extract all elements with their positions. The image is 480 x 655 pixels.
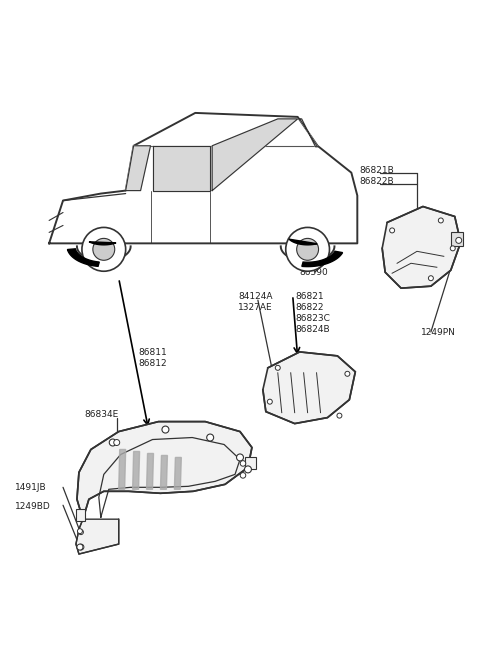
Circle shape <box>297 238 319 260</box>
Polygon shape <box>126 146 151 191</box>
Circle shape <box>114 440 120 445</box>
Text: 84124A: 84124A <box>238 292 273 301</box>
Text: 86590: 86590 <box>300 269 328 277</box>
Polygon shape <box>119 449 126 489</box>
Circle shape <box>240 460 246 466</box>
Polygon shape <box>160 455 168 489</box>
Text: 1249PN: 1249PN <box>208 453 243 462</box>
Polygon shape <box>382 206 461 288</box>
Circle shape <box>429 276 433 281</box>
Text: 86825A: 86825A <box>421 215 456 225</box>
Circle shape <box>237 454 243 461</box>
Circle shape <box>109 439 116 446</box>
Text: 86823C: 86823C <box>296 314 331 323</box>
Circle shape <box>207 434 214 441</box>
Circle shape <box>82 227 126 271</box>
Polygon shape <box>77 422 252 519</box>
Text: 86834E: 86834E <box>84 409 118 419</box>
Circle shape <box>162 426 169 433</box>
Text: 86821: 86821 <box>296 292 324 301</box>
Polygon shape <box>451 233 463 246</box>
Circle shape <box>244 466 252 473</box>
Circle shape <box>450 246 455 251</box>
Text: 86824B: 86824B <box>296 325 330 334</box>
Circle shape <box>337 413 342 418</box>
Circle shape <box>456 237 462 244</box>
Circle shape <box>78 544 84 550</box>
Polygon shape <box>76 509 85 521</box>
Polygon shape <box>89 242 116 245</box>
Text: 86848A: 86848A <box>200 466 235 474</box>
Circle shape <box>240 472 246 478</box>
Polygon shape <box>68 249 99 267</box>
Circle shape <box>438 218 444 223</box>
Polygon shape <box>174 457 181 489</box>
Polygon shape <box>146 453 154 489</box>
Polygon shape <box>132 451 140 489</box>
Text: 1249BD: 1249BD <box>15 502 51 512</box>
Text: 1249PN: 1249PN <box>421 328 456 337</box>
Circle shape <box>267 399 272 404</box>
Polygon shape <box>245 457 256 470</box>
Polygon shape <box>153 146 210 191</box>
Text: 86822B: 86822B <box>360 177 394 185</box>
Polygon shape <box>302 252 343 267</box>
Text: 1491JB: 1491JB <box>15 483 47 493</box>
Polygon shape <box>49 113 357 248</box>
Text: 1327AE: 1327AE <box>238 303 273 312</box>
Circle shape <box>286 227 329 271</box>
Text: 86812: 86812 <box>139 359 167 368</box>
Circle shape <box>93 238 115 260</box>
Text: 86811: 86811 <box>139 348 168 357</box>
Polygon shape <box>289 239 317 245</box>
Circle shape <box>78 530 84 534</box>
Circle shape <box>276 365 280 370</box>
Circle shape <box>390 228 395 233</box>
Polygon shape <box>300 119 318 147</box>
Text: 86822: 86822 <box>296 303 324 312</box>
Circle shape <box>345 371 350 376</box>
Circle shape <box>77 529 83 534</box>
Polygon shape <box>212 119 298 191</box>
Polygon shape <box>76 519 119 554</box>
Text: 86821B: 86821B <box>360 166 394 175</box>
Polygon shape <box>263 352 355 424</box>
Circle shape <box>77 544 83 550</box>
